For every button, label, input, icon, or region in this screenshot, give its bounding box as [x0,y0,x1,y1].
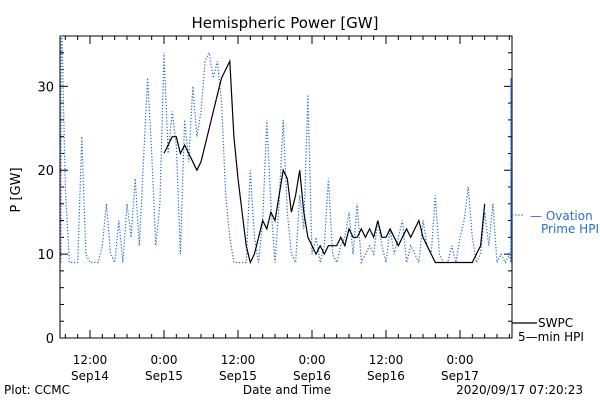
x-tick-date-label: Sep15 [145,369,183,383]
chart-title: Hemispheric Power [GW] [192,14,379,32]
legend-swpc-label-2: 5—min HPI [518,330,584,344]
series-group [60,35,512,265]
x-tick-time-label: 0:00 [299,353,326,367]
x-tick-time-label: 12:00 [73,353,108,367]
x-tick-date-label: Sep14 [71,369,109,383]
x-tick-time-label: 0:00 [447,353,474,367]
x-axis-label: Date and Time [243,383,331,397]
x-tick-time-label: 12:00 [221,353,256,367]
y-tick-label: 0 [46,332,54,347]
footer-plot-credit: Plot: CCMC [4,383,70,397]
x-tick-date-label: Sep16 [293,369,331,383]
legend-ovation-label-1: — Ovation [530,209,593,223]
legend-swpc-label-1: SWPC [538,316,573,330]
legend-ovation-label-2: Prime HPI [541,222,599,236]
y-axis-label: P [GW] [9,167,24,212]
x-tick-date-label: Sep16 [367,369,405,383]
x-axis: 12:00 Sep14 0:00 Sep15 12:00 Sep15 0:00 Sep16 12… [64,36,510,383]
y-axis: 0 10 20 30 [37,52,512,347]
y-tick-label: 20 [37,164,54,179]
x-tick-time-label: 0:00 [151,353,178,367]
y-tick-label: 10 [37,248,54,263]
x-tick-time-label: 12:00 [369,353,404,367]
series-ovation-prime-line [60,35,512,265]
x-tick-date-label: Sep17 [441,369,479,383]
footer-timestamp: 2020/09/17 07:20:23 [456,383,583,397]
y-tick-label: 30 [37,80,54,95]
x-tick-date-label: Sep15 [219,369,257,383]
series-swpc-line [163,58,486,265]
